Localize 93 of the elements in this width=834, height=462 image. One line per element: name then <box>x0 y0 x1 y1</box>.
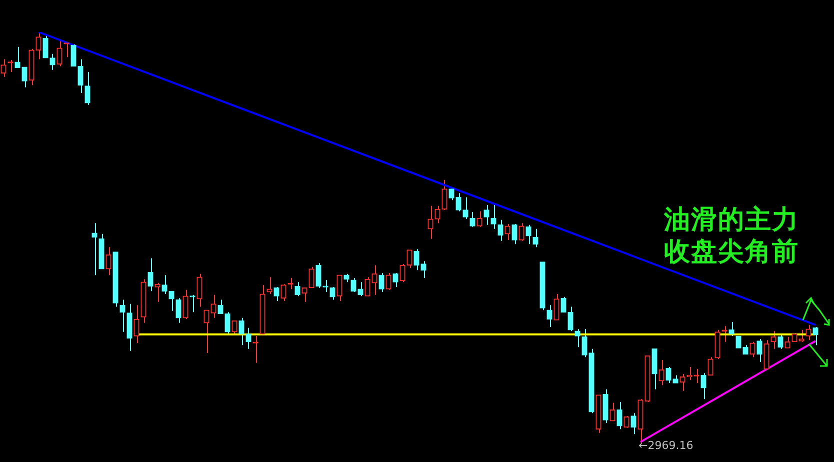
candlestick <box>308 266 314 288</box>
candlestick <box>630 412 636 435</box>
candlestick <box>616 401 622 430</box>
candlestick <box>224 312 230 334</box>
candlestick <box>238 317 244 346</box>
candlestick <box>812 326 818 346</box>
candlestick <box>322 280 328 292</box>
candlestick <box>330 286 336 300</box>
candlestick <box>134 304 140 344</box>
candlestick <box>246 327 252 350</box>
candlestick <box>610 402 616 422</box>
candlestick <box>462 196 468 220</box>
candlestick <box>78 58 84 94</box>
candlestick <box>518 222 524 242</box>
candlestick <box>218 299 224 314</box>
candlestick <box>708 356 714 376</box>
candlestick <box>176 298 182 324</box>
candlestick <box>498 219 504 242</box>
candlestick <box>428 205 434 240</box>
candlestick <box>302 287 308 302</box>
candlestick <box>204 310 210 354</box>
candlestick <box>84 71 90 106</box>
candlestick <box>490 204 496 230</box>
candlestick <box>414 248 420 271</box>
candlestick <box>680 373 686 392</box>
candlestick <box>386 272 392 290</box>
candlestick <box>350 277 356 292</box>
candlestick <box>420 260 426 278</box>
candlestick <box>532 228 538 248</box>
candlestick <box>770 330 776 350</box>
candlestick <box>546 304 552 328</box>
annotation: ←2969.16 <box>638 438 694 452</box>
candlestick <box>168 290 174 312</box>
candlestick <box>526 224 532 245</box>
candlestick <box>406 249 412 269</box>
candlestick <box>560 296 566 313</box>
candlestick <box>554 294 560 320</box>
candlestick <box>568 306 574 332</box>
candlestick <box>456 192 462 212</box>
candlestick <box>582 328 588 358</box>
candlestick <box>148 258 154 292</box>
candlestick <box>750 341 756 358</box>
candlestick <box>42 34 48 58</box>
candlestick <box>280 284 286 302</box>
candlestick <box>686 366 692 381</box>
candlestick <box>22 66 28 88</box>
candlestick <box>372 264 378 296</box>
candlestick <box>624 415 630 428</box>
candlestick <box>764 340 770 370</box>
candlestick <box>50 53 56 70</box>
candlestick <box>70 43 76 67</box>
candlestick <box>694 368 700 384</box>
candlestick <box>798 329 804 342</box>
candlestick <box>504 223 510 241</box>
candlestick <box>56 39 62 67</box>
candlestick <box>434 205 440 224</box>
candlestick <box>196 273 202 308</box>
candlestick <box>120 299 126 332</box>
candlestick <box>232 320 238 334</box>
candlestick <box>756 338 762 363</box>
candlestick <box>364 276 370 297</box>
candlestick <box>36 32 42 60</box>
candlestick <box>14 46 20 68</box>
candlestick <box>658 359 664 386</box>
candlestick <box>806 324 812 341</box>
candlestick <box>316 262 322 288</box>
candlestick <box>162 274 168 295</box>
candlestick <box>666 366 672 384</box>
candlestick <box>778 334 784 350</box>
annotation: 油滑的主力 <box>664 204 799 236</box>
candlestick <box>728 322 734 337</box>
candlestick <box>484 204 490 226</box>
candlestick <box>64 41 70 58</box>
candlestick <box>106 246 112 276</box>
candlestick <box>476 210 482 228</box>
candlestick <box>400 263 406 283</box>
candlestick <box>378 272 384 292</box>
candlestick <box>266 276 272 295</box>
candlestick <box>126 303 132 352</box>
candlestick <box>574 328 580 348</box>
candlestick <box>512 223 518 245</box>
annotation: 收盘尖角前 <box>664 236 799 268</box>
candlestick <box>182 289 188 320</box>
candlestick <box>358 282 364 297</box>
candlestick <box>470 212 476 228</box>
candlestick <box>252 336 258 364</box>
candlestick <box>442 179 448 210</box>
candlestick <box>336 274 342 302</box>
candlestick <box>92 222 98 276</box>
candlestick <box>154 282 160 302</box>
candlestick <box>700 372 706 400</box>
candlestick <box>210 294 216 318</box>
candlestick <box>652 348 658 390</box>
